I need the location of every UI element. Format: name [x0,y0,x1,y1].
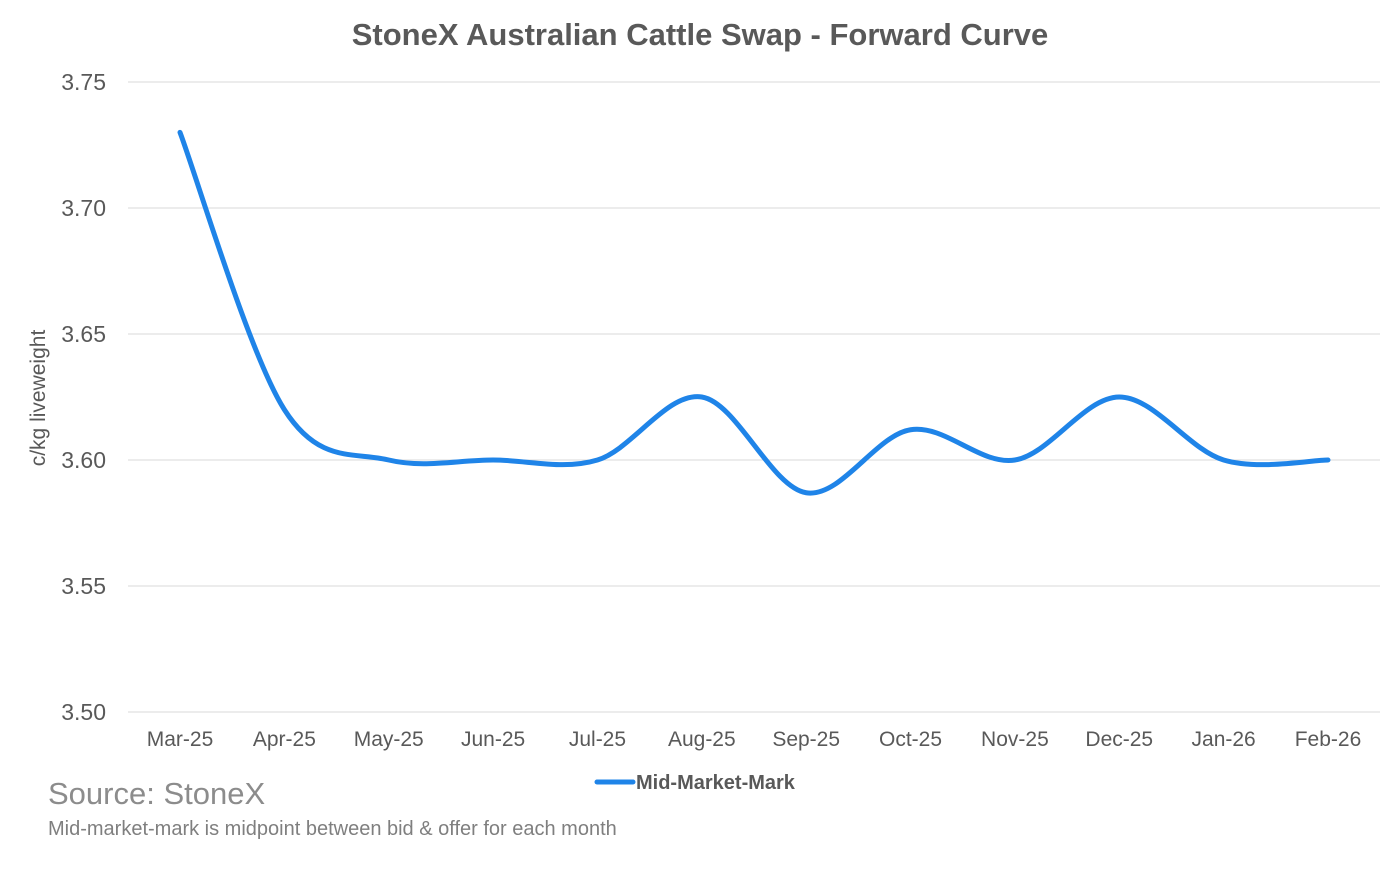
data-point-Oct-25 [908,427,914,433]
series-line-mid-market-mark [177,129,1331,496]
data-point-Nov-25 [1012,457,1018,463]
y-tick-label: 3.75 [61,69,106,95]
x-tick-label: May-25 [354,728,424,751]
x-tick-label: Dec-25 [1085,728,1153,751]
x-tick-label: Oct-25 [879,728,942,751]
data-point-Mar-25 [177,129,183,135]
y-tick-label: 3.65 [61,321,106,347]
footnote: Mid-market-mark is midpoint between bid … [48,818,617,840]
chart-title: StoneX Australian Cattle Swap - Forward … [352,17,1049,52]
x-tick-label: Aug-25 [668,728,736,751]
source-note: Source: StoneX [48,776,266,811]
x-tick-label: Sep-25 [772,728,840,751]
y-tick-label: 3.50 [61,699,106,725]
data-point-Jan-26 [1221,457,1227,463]
x-tick-label: Mar-25 [147,728,214,751]
legend: Mid-Market-Mark [594,772,796,794]
x-axis-ticks: Mar-25 Apr-25 May-25 Jun-25 Jul-25 Aug-25 Sep-… [147,728,1362,751]
x-tick-label: Jun-25 [461,728,525,751]
data-point-Aug-25 [699,394,705,400]
data-point-Jun-25 [490,457,496,463]
data-point-Jul-25 [594,457,600,463]
x-tick-label: Jan-26 [1192,728,1256,751]
x-tick-label: Nov-25 [981,728,1049,751]
y-axis-ticks: 3.50 3.55 3.60 3.65 3.70 3.75 [61,69,106,725]
data-point-Feb-26 [1325,457,1331,463]
series-lines [177,129,1331,496]
data-point-Apr-25 [281,407,287,413]
y-tick-label: 3.60 [61,447,106,473]
x-tick-label: Feb-26 [1295,728,1362,751]
legend-label-mid-market-mark: Mid-Market-Mark [636,772,796,794]
grid [128,81,1380,713]
y-tick-label: 3.55 [61,573,106,599]
data-point-Sep-25 [803,490,809,496]
y-tick-label: 3.70 [61,195,106,221]
data-point-May-25 [386,457,392,463]
y-axis-label: c/kg liveweight [27,330,50,467]
x-tick-label: Jul-25 [569,728,626,751]
x-tick-label: Apr-25 [253,728,316,751]
data-point-Dec-25 [1116,394,1122,400]
